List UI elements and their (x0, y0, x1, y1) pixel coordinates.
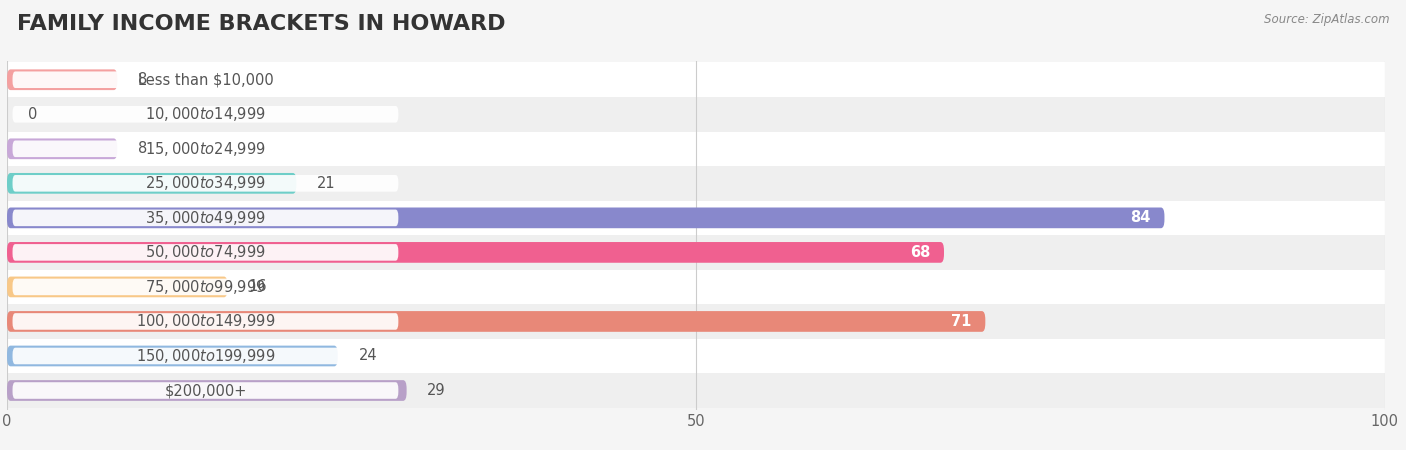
FancyBboxPatch shape (13, 175, 398, 192)
FancyBboxPatch shape (7, 277, 228, 297)
FancyBboxPatch shape (13, 313, 398, 330)
Bar (0, 373, 1406, 408)
Text: 84: 84 (1130, 210, 1150, 225)
FancyBboxPatch shape (7, 346, 337, 366)
FancyBboxPatch shape (13, 140, 398, 157)
Text: 24: 24 (359, 348, 377, 364)
Bar (0, 166, 1406, 201)
Text: Less than $10,000: Less than $10,000 (138, 72, 273, 87)
Text: 16: 16 (249, 279, 267, 294)
FancyBboxPatch shape (13, 348, 398, 364)
Text: 29: 29 (427, 383, 446, 398)
Bar (0, 270, 1406, 304)
Text: 21: 21 (318, 176, 336, 191)
Text: 68: 68 (910, 245, 931, 260)
Text: $100,000 to $149,999: $100,000 to $149,999 (136, 312, 276, 330)
Text: Source: ZipAtlas.com: Source: ZipAtlas.com (1264, 14, 1389, 27)
Text: $10,000 to $14,999: $10,000 to $14,999 (145, 105, 266, 123)
Bar (0, 131, 1406, 166)
FancyBboxPatch shape (13, 244, 398, 261)
Text: 71: 71 (952, 314, 972, 329)
FancyBboxPatch shape (13, 382, 398, 399)
FancyBboxPatch shape (13, 106, 398, 122)
Text: 0: 0 (28, 107, 37, 122)
Bar (0, 235, 1406, 270)
Text: $25,000 to $34,999: $25,000 to $34,999 (145, 174, 266, 192)
FancyBboxPatch shape (7, 139, 117, 159)
Text: 8: 8 (138, 141, 148, 156)
Bar (0, 97, 1406, 131)
FancyBboxPatch shape (7, 207, 1164, 228)
Text: $75,000 to $99,999: $75,000 to $99,999 (145, 278, 266, 296)
Text: $50,000 to $74,999: $50,000 to $74,999 (145, 243, 266, 261)
FancyBboxPatch shape (13, 279, 398, 295)
Text: $15,000 to $24,999: $15,000 to $24,999 (145, 140, 266, 158)
FancyBboxPatch shape (13, 210, 398, 226)
Bar (0, 63, 1406, 97)
FancyBboxPatch shape (7, 380, 406, 401)
FancyBboxPatch shape (13, 72, 398, 88)
FancyBboxPatch shape (7, 311, 986, 332)
FancyBboxPatch shape (7, 242, 943, 263)
FancyBboxPatch shape (7, 69, 117, 90)
Text: 8: 8 (138, 72, 148, 87)
FancyBboxPatch shape (7, 173, 297, 194)
Text: $200,000+: $200,000+ (165, 383, 246, 398)
Bar (0, 304, 1406, 339)
Text: $35,000 to $49,999: $35,000 to $49,999 (145, 209, 266, 227)
Text: $150,000 to $199,999: $150,000 to $199,999 (136, 347, 276, 365)
Bar (0, 201, 1406, 235)
Text: FAMILY INCOME BRACKETS IN HOWARD: FAMILY INCOME BRACKETS IN HOWARD (17, 14, 505, 33)
Bar (0, 339, 1406, 373)
